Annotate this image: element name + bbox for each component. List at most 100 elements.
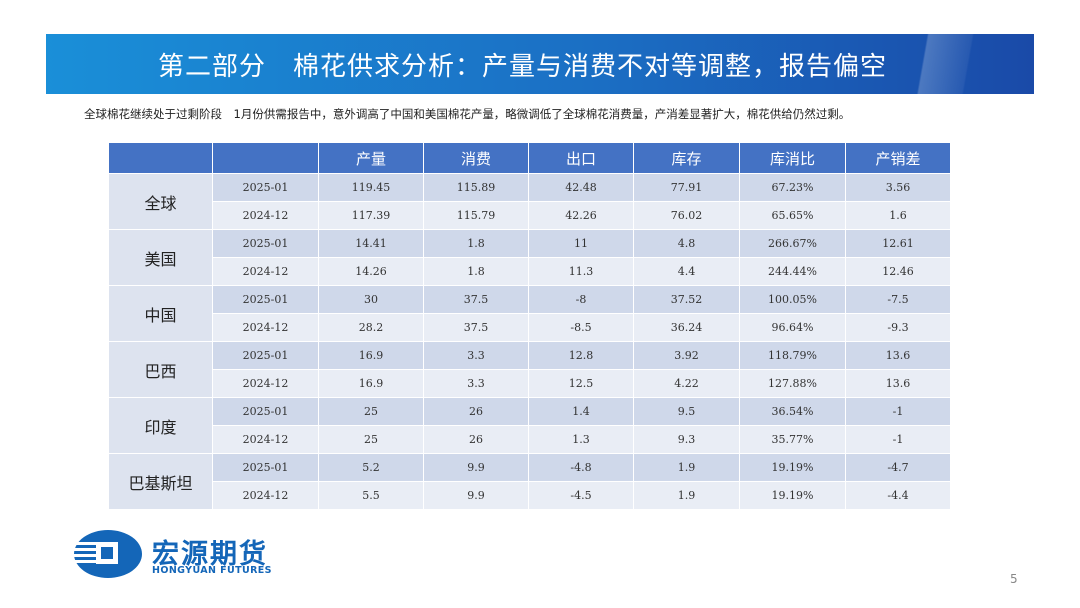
- value-cell: 12.5: [528, 369, 634, 398]
- logo-chinese-name: 宏源期货: [152, 539, 268, 570]
- table-row: 2024-12 16.9 3.3 12.5 4.22 127.88% 13.6: [109, 369, 951, 398]
- supply-demand-table: 产量 消费 出口 库存 库消比 产销差 全球 2025-01 119.45 115.89 42.4…: [108, 142, 951, 510]
- value-cell: -4.5: [528, 481, 634, 510]
- table-row: 美国 2025-01 14.41 1.8 11 4.8 266.67% 12.61: [108, 229, 951, 286]
- value-cell: 1.8: [423, 229, 529, 258]
- value-cell: 1.8: [423, 257, 529, 286]
- page-title: 第二部分 棉花供求分析：产量与消费不对等调整，报告偏空: [158, 52, 888, 82]
- value-cell: 67.23%: [739, 173, 846, 202]
- value-cell: 1.9: [633, 481, 740, 510]
- region-cell: 印度: [108, 397, 213, 454]
- value-cell: 36.24: [633, 313, 740, 342]
- value-cell: 12.61: [845, 229, 951, 258]
- value-cell: 16.9: [318, 341, 424, 370]
- value-cell: 266.67%: [739, 229, 846, 258]
- value-cell: 19.19%: [739, 481, 846, 510]
- period-cell: 2025-01: [212, 341, 319, 370]
- value-cell: 115.89: [423, 173, 529, 202]
- region-cell: 中国: [108, 285, 213, 342]
- value-cell: 96.64%: [739, 313, 846, 342]
- value-cell: 4.8: [633, 229, 740, 258]
- title-bar: 第二部分 棉花供求分析：产量与消费不对等调整，报告偏空: [46, 34, 1034, 94]
- value-cell: 28.2: [318, 313, 424, 342]
- value-cell: 12.46: [845, 257, 951, 286]
- value-cell: 77.91: [633, 173, 740, 202]
- value-cell: 26: [423, 397, 529, 426]
- table-row: 2024-12 5.5 9.9 -4.5 1.9 19.19% -4.4: [109, 481, 951, 510]
- value-cell: 76.02: [633, 201, 740, 230]
- value-cell: 100.05%: [739, 285, 846, 314]
- value-cell: 11: [528, 229, 634, 258]
- value-cell: 3.92: [633, 341, 740, 370]
- value-cell: 13.6: [845, 369, 951, 398]
- value-cell: 42.48: [528, 173, 634, 202]
- table-row: 印度 2025-01 25 26 1.4 9.5 36.54% -1: [108, 397, 951, 454]
- page-subtitle: 全球棉花继续处于过剩阶段 1月份供需报告中，意外调高了中国和美国棉花产量，略微调…: [84, 107, 851, 121]
- period-cell: 2024-12: [212, 369, 319, 398]
- value-cell: 127.88%: [739, 369, 846, 398]
- region-cell: 巴基斯坦: [108, 453, 213, 510]
- value-cell: 37.5: [423, 285, 529, 314]
- value-cell: 19.19%: [739, 453, 846, 482]
- table-header-row: 产量 消费 出口 库存 库消比 产销差: [108, 142, 951, 174]
- value-cell: 25: [318, 397, 424, 426]
- value-cell: 30: [318, 285, 424, 314]
- value-cell: 37.52: [633, 285, 740, 314]
- value-cell: 117.39: [318, 201, 424, 230]
- value-cell: -4.8: [528, 453, 634, 482]
- table-body: 全球 2025-01 119.45 115.89 42.48 77.91 67.23% 3.5…: [108, 173, 951, 510]
- table-row: 2024-12 25 26 1.3 9.3 35.77% -1: [109, 425, 951, 454]
- period-cell: 2025-01: [212, 285, 319, 314]
- value-cell: 35.77%: [739, 425, 846, 454]
- column-header: [212, 142, 319, 174]
- value-cell: 13.6: [845, 341, 951, 370]
- value-cell: 4.4: [633, 257, 740, 286]
- value-cell: 3.3: [423, 369, 529, 398]
- company-logo: 宏源期货 HONGYUAN FUTURES: [72, 528, 312, 580]
- period-cell: 2024-12: [212, 257, 319, 286]
- value-cell: -1: [845, 425, 951, 454]
- value-cell: -4.4: [845, 481, 951, 510]
- value-cell: 26: [423, 425, 529, 454]
- value-cell: 65.65%: [739, 201, 846, 230]
- value-cell: 3.3: [423, 341, 529, 370]
- column-header: 库存: [633, 142, 740, 174]
- period-cell: 2024-12: [212, 313, 319, 342]
- period-cell: 2024-12: [212, 481, 319, 510]
- value-cell: -8: [528, 285, 634, 314]
- value-cell: 9.9: [423, 481, 529, 510]
- column-header: 产量: [318, 142, 424, 174]
- region-cell: 巴西: [108, 341, 213, 398]
- value-cell: 16.9: [318, 369, 424, 398]
- period-cell: 2025-01: [212, 397, 319, 426]
- value-cell: 9.3: [633, 425, 740, 454]
- value-cell: 25: [318, 425, 424, 454]
- value-cell: -8.5: [528, 313, 634, 342]
- value-cell: -9.3: [845, 313, 951, 342]
- region-cell: 美国: [108, 229, 213, 286]
- table-row: 2024-12 14.26 1.8 11.3 4.4 244.44% 12.46: [109, 257, 951, 286]
- logo-english-name: HONGYUAN FUTURES: [152, 565, 272, 576]
- period-cell: 2025-01: [212, 453, 319, 482]
- value-cell: -7.5: [845, 285, 951, 314]
- value-cell: 14.41: [318, 229, 424, 258]
- value-cell: 5.2: [318, 453, 424, 482]
- value-cell: 244.44%: [739, 257, 846, 286]
- period-cell: 2025-01: [212, 173, 319, 202]
- column-header: 消费: [423, 142, 529, 174]
- region-cell: 全球: [108, 173, 213, 230]
- table-row: 巴西 2025-01 16.9 3.3 12.8 3.92 118.79% 13.6: [108, 341, 951, 398]
- title-bar-decoration: [864, 34, 1034, 94]
- value-cell: 118.79%: [739, 341, 846, 370]
- value-cell: 36.54%: [739, 397, 846, 426]
- logo-mark-icon: [72, 530, 142, 578]
- value-cell: -1: [845, 397, 951, 426]
- value-cell: 1.9: [633, 453, 740, 482]
- column-header: [108, 142, 213, 174]
- value-cell: 1.6: [845, 201, 951, 230]
- value-cell: 37.5: [423, 313, 529, 342]
- value-cell: 1.4: [528, 397, 634, 426]
- value-cell: 9.9: [423, 453, 529, 482]
- value-cell: 42.26: [528, 201, 634, 230]
- column-header: 库消比: [739, 142, 846, 174]
